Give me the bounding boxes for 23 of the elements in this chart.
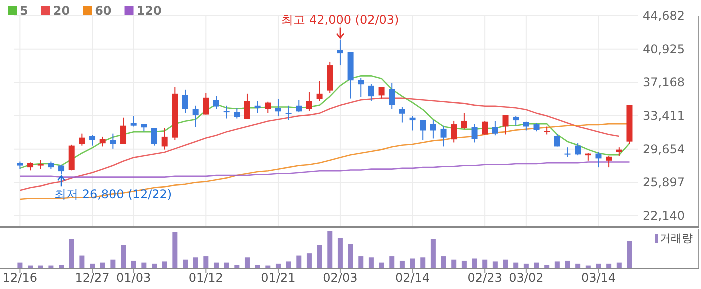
x-tick-label: 01/03 — [116, 271, 152, 285]
x-tick-label: 12/27 — [75, 271, 110, 285]
y-tick-label: 44,682 — [643, 9, 685, 23]
legend-label: 거래량 — [660, 232, 693, 245]
x-tick-label: 02/03 — [323, 271, 358, 285]
x-tick-label: 12/16 — [2, 271, 38, 285]
legend-label: 120 — [136, 4, 162, 18]
x-tick-label: 02/14 — [395, 271, 430, 285]
annotation: 최고 42,000 (02/03) — [282, 12, 400, 27]
y-tick-label: 37,168 — [643, 76, 685, 90]
x-tick-label: 03/14 — [581, 271, 616, 285]
x-tick-label: 02/23 — [468, 271, 502, 285]
y-tick-label: 22,140 — [643, 209, 685, 223]
legend-label: 20 — [53, 4, 70, 18]
legend-label: 5 — [20, 4, 28, 18]
y-tick-label: 33,411 — [643, 109, 685, 123]
y-tick-label: 29,654 — [643, 142, 685, 156]
y-tick-label: 40,925 — [643, 42, 685, 56]
x-tick-label: 01/21 — [261, 271, 296, 285]
y-tick-label: 25,897 — [643, 176, 685, 190]
x-tick-label: 01/12 — [188, 271, 224, 285]
legend-label: 60 — [95, 4, 112, 18]
x-tick-label: 03/02 — [509, 271, 544, 285]
